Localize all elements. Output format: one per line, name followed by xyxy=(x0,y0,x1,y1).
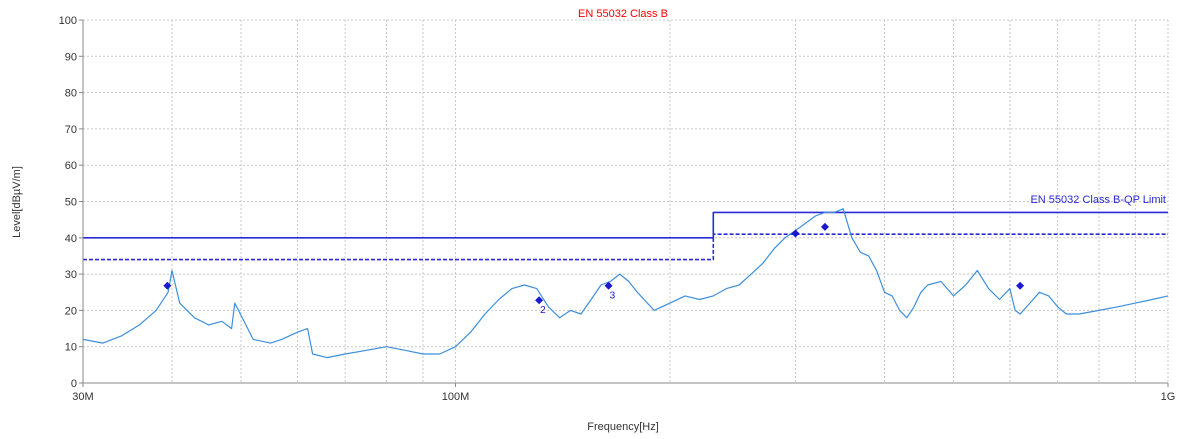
y-tick-label: 20 xyxy=(65,305,77,317)
y-tick-label: 10 xyxy=(65,342,77,354)
y-tick-label: 0 xyxy=(71,378,77,390)
y-tick-label: 60 xyxy=(65,160,77,172)
marker-group: 23 xyxy=(163,222,1025,316)
grid-lines xyxy=(82,19,1169,384)
x-tick-label: 100M xyxy=(442,391,470,403)
y-tick-label: 100 xyxy=(59,15,77,27)
series-group xyxy=(82,208,1169,359)
y-tick-label: 50 xyxy=(65,197,77,209)
x-tick-label: 30M xyxy=(72,391,93,403)
axes: 0 10 20 30 40 50 60 70 80 90 100 30M 100M 1G xyxy=(59,15,1176,403)
peak-marker xyxy=(535,296,544,305)
y-axis-title: Level[dBµV/m] xyxy=(11,166,23,238)
peak-marker xyxy=(1016,281,1025,290)
legend-entry-qp-limit: EN 55032 Class B-QP Limit xyxy=(1030,194,1166,206)
y-tick-label: 80 xyxy=(65,88,77,100)
peak-marker xyxy=(820,222,829,231)
x-axis-title: Frequency[Hz] xyxy=(587,421,659,433)
y-tick-label: 70 xyxy=(65,124,77,136)
x-tick-label: 1G xyxy=(1161,391,1176,403)
limit-line-solid xyxy=(83,211,1168,239)
peak-marker xyxy=(604,281,613,290)
peak-marker xyxy=(163,281,172,290)
peak-marker-label: 3 xyxy=(610,291,616,302)
peak-marker-label: 2 xyxy=(540,305,546,316)
peak-marker xyxy=(791,229,800,238)
measurement-trace xyxy=(82,208,1169,359)
chart-title: EN 55032 Class B xyxy=(578,8,668,20)
y-tick-label: 90 xyxy=(65,51,77,63)
y-tick-label: 40 xyxy=(65,233,77,245)
limit-line-dashed xyxy=(83,233,1168,261)
y-tick-label: 30 xyxy=(65,269,77,281)
